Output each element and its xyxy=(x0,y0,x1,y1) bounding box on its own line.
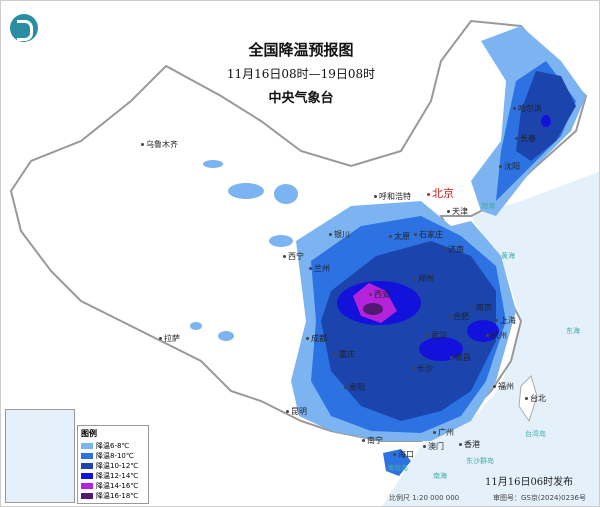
city-label: 兰州 xyxy=(309,263,330,274)
city-label: 成都 xyxy=(306,333,327,344)
city-label: 南宁 xyxy=(362,435,383,446)
city-label: 郑州 xyxy=(413,273,434,284)
city-label: 杭州 xyxy=(486,330,507,341)
city-label: 石家庄 xyxy=(414,229,443,240)
legend: 图例 降温6-8℃ 降温8-10℃ 降温10-12℃ 降温12-14℃ 降温14-16℃… xyxy=(77,425,149,504)
city-label: 贵阳 xyxy=(344,382,365,393)
city-label: 重庆 xyxy=(334,349,355,360)
city-label: 济南 xyxy=(443,244,464,255)
city-label: 上海 xyxy=(495,315,516,326)
city-label: 澳门 xyxy=(423,441,444,452)
issuer: 中央气象台 xyxy=(268,91,334,106)
legend-label: 降温12-14℃ xyxy=(96,472,139,480)
legend-item: 降温14-16℃ xyxy=(81,481,145,491)
city-label: 武汉 xyxy=(426,330,447,341)
legend-title: 图例 xyxy=(81,429,97,438)
city-label: 台北 xyxy=(525,393,546,404)
legend-item: 降温12-14℃ xyxy=(81,471,145,481)
legend-swatch xyxy=(81,453,93,459)
legend-item: 降温6-8℃ xyxy=(81,441,145,451)
sea-label: 台湾岛 xyxy=(525,430,546,438)
sea-label: 黄海 xyxy=(501,252,515,260)
city-label: 沈阳 xyxy=(499,161,520,172)
city-label: 拉萨 xyxy=(159,333,180,344)
city-label: 长春 xyxy=(515,133,536,144)
city-label: 呼和浩特 xyxy=(374,191,411,202)
city-label: 昆明 xyxy=(286,406,307,417)
city-label: 合肥 xyxy=(448,311,469,322)
legend-label: 降温6-8℃ xyxy=(96,442,130,450)
legend-label: 降温8-10℃ xyxy=(96,452,134,460)
legend-item: 降温8-10℃ xyxy=(81,451,145,461)
legend-item: 降温10-12℃ xyxy=(81,461,145,471)
cooling-16-18-area xyxy=(363,303,383,315)
publish-time: 11月16日06时发布 xyxy=(485,477,574,488)
legend-swatch xyxy=(81,473,93,479)
sea-label: 海南岛 xyxy=(387,464,408,472)
legend-label: 降温14-16℃ xyxy=(96,482,139,490)
sea-label: 东沙群岛 xyxy=(466,457,494,465)
city-label: 西安 xyxy=(369,289,390,300)
sea-label: 南海 xyxy=(433,472,447,480)
legend-label: 降温16-18℃ xyxy=(96,492,139,500)
cma-logo-icon xyxy=(10,14,38,42)
city-label: 北京 xyxy=(427,185,454,201)
legend-swatch xyxy=(81,493,93,499)
forecast-period: 11月16日08时—19日08时 xyxy=(226,67,376,81)
legend-label: 降温10-12℃ xyxy=(96,462,139,470)
city-label: 乌鲁木齐 xyxy=(141,139,178,150)
map-approval-number: 审图号：GS京(2024)0236号 xyxy=(493,494,586,502)
legend-item: 降温16-18℃ xyxy=(81,491,145,501)
city-label: 南昌 xyxy=(450,352,471,363)
south-china-sea-inset xyxy=(5,409,75,503)
sea-area xyxy=(382,171,599,506)
sea-label: 渤海 xyxy=(481,202,495,210)
city-label: 太原 xyxy=(389,231,410,242)
legend-swatch xyxy=(81,463,93,469)
legend-swatch xyxy=(81,443,93,449)
city-label: 海口 xyxy=(393,449,414,460)
city-label: 银川 xyxy=(329,229,350,240)
city-label: 福州 xyxy=(493,381,514,392)
city-label: 长沙 xyxy=(412,363,433,374)
city-label: 西宁 xyxy=(283,251,304,262)
city-label: 南京 xyxy=(471,302,492,313)
city-label: 天津 xyxy=(447,206,468,217)
city-label: 香港 xyxy=(459,439,480,450)
map-title: 全国降温预报图 xyxy=(248,41,354,59)
city-label: 广州 xyxy=(433,427,454,438)
legend-swatch xyxy=(81,483,93,489)
sea-label: 东海 xyxy=(566,327,580,335)
city-label: 哈尔滨 xyxy=(513,103,542,114)
map-scale: 比例尺 1:20 000 000 xyxy=(389,494,460,502)
